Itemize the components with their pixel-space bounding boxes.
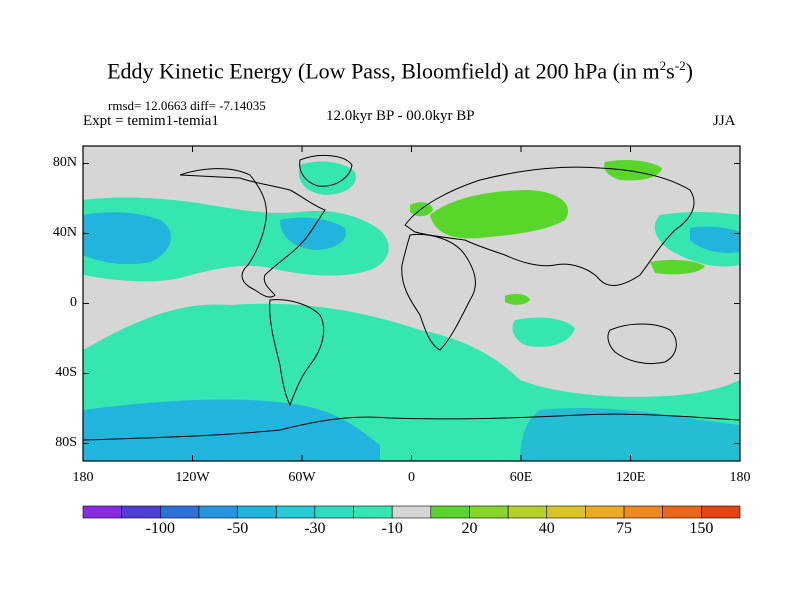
y-tick-label: 80N	[52, 154, 77, 170]
y-tick-label: 40N	[52, 224, 77, 240]
colorbar-swatch	[546, 505, 586, 519]
colorbar-swatch	[353, 505, 393, 519]
period-label: 12.0kyr BP - 00.0kyr BP	[326, 108, 475, 124]
x-tick-label: 60W	[288, 470, 316, 485]
colorbar-swatch	[430, 505, 470, 519]
colorbar-swatch	[198, 505, 238, 519]
greenland-outline	[299, 154, 353, 187]
anomaly-fields	[83, 160, 740, 461]
colorbar	[82, 505, 741, 519]
x-tick-label: 180	[729, 470, 751, 485]
colorbar-swatch	[701, 505, 741, 519]
colorbar-label: 150	[689, 520, 714, 537]
australia-outline	[607, 323, 677, 365]
colorbar-swatch	[507, 505, 548, 519]
colorbar-label: -100	[145, 520, 175, 537]
colorbar-label: -10	[381, 520, 403, 537]
x-tick-label: 60E	[509, 470, 533, 485]
north-america-outline	[179, 168, 326, 298]
colorbar-swatch	[314, 505, 354, 519]
colorbar-label: 75	[616, 520, 633, 537]
region-indian-ocean	[512, 317, 575, 347]
y-tick-label: 40S	[55, 364, 77, 380]
colorbar-label: 40	[538, 520, 555, 537]
map-panel	[82, 145, 741, 462]
region-greenland	[298, 161, 356, 195]
colorbar-label: -50	[226, 520, 249, 537]
colorbar-swatch	[237, 505, 277, 519]
region-north-pacific-strong	[83, 212, 171, 265]
colorbar-swatch	[469, 505, 509, 519]
eurasia-outline	[404, 166, 695, 286]
chart-title: Eddy Kinetic Energy (Low Pass, Bloomfiel…	[107, 58, 693, 84]
region-siberia-positive	[604, 160, 662, 181]
colorbar-label: 20	[461, 520, 478, 537]
colorbar-swatch	[121, 505, 161, 519]
experiment-label: Expt = temim1-temia1	[83, 113, 219, 129]
x-tick-label: 120E	[615, 470, 646, 485]
x-tick-label: 180	[72, 470, 94, 485]
antarctica-outline	[83, 413, 740, 441]
colorbar-swatch	[82, 505, 122, 519]
colorbar-label: -30	[304, 520, 326, 537]
region-south-atlantic	[180, 324, 413, 395]
season-label: JJA	[713, 113, 736, 129]
colorbar-swatch	[391, 505, 432, 519]
region-west-pacific-strong	[690, 226, 740, 253]
colorbar-swatch	[662, 505, 702, 519]
axis-ticks	[82, 146, 741, 461]
stats-text: rmsd= 12.0663 diff= -7.14035	[108, 98, 266, 113]
africa-outline	[401, 233, 476, 351]
region-eurasia-positive	[430, 190, 569, 239]
colorbar-swatch	[623, 505, 664, 519]
y-tick-label: 0	[70, 294, 77, 310]
colorbar-swatch	[275, 505, 316, 519]
region-pacific-positive	[650, 259, 705, 275]
region-southern-ocean-strong	[83, 399, 380, 461]
colorbar-swatch	[585, 505, 625, 519]
coastlines	[83, 154, 740, 441]
region-indian-southern	[520, 408, 740, 461]
south-america-outline	[269, 299, 325, 407]
x-tick-label: 120W	[175, 470, 210, 485]
region-north-atlantic-strong	[280, 217, 346, 250]
region-africa-positive	[505, 293, 530, 305]
y-tick-label: 80S	[55, 434, 77, 450]
x-tick-label: 0	[408, 470, 415, 485]
colorbar-swatch	[159, 505, 200, 519]
